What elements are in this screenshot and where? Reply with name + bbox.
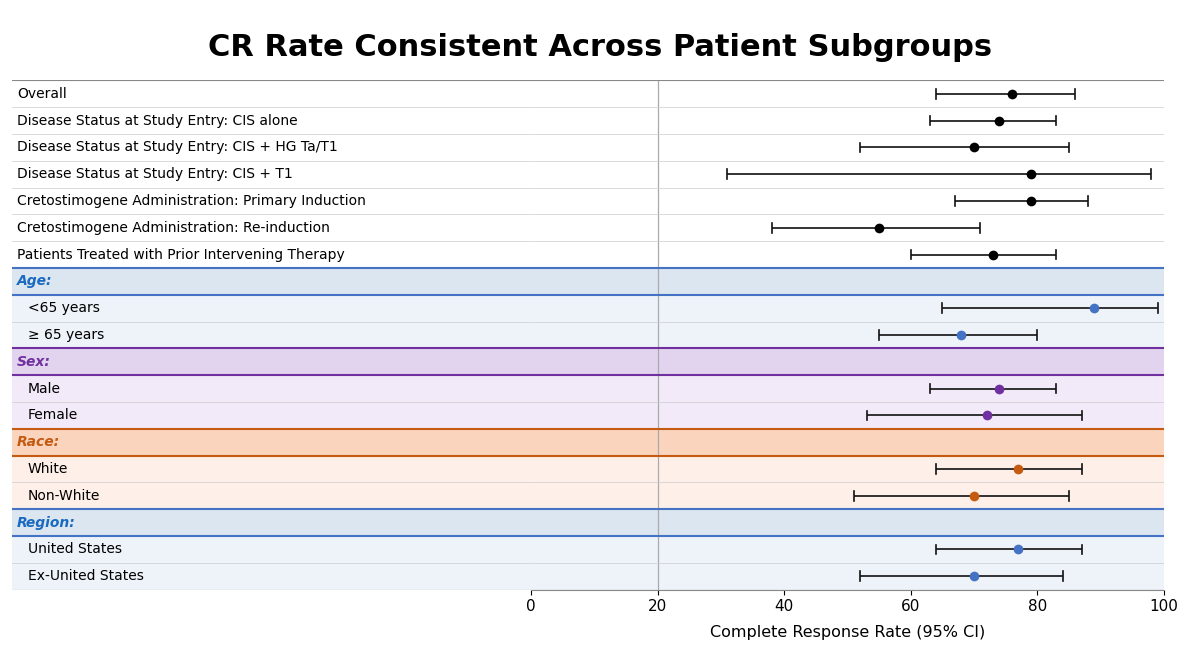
Bar (12, 375, 532, 402)
Bar (12, 214, 532, 241)
Bar (12, 348, 532, 375)
Text: Sex:: Sex: (17, 355, 52, 369)
Bar (532, 107, 1164, 134)
Bar (532, 375, 1164, 402)
Text: Male: Male (28, 382, 60, 395)
Text: Age:: Age: (17, 275, 53, 288)
Text: Race:: Race: (17, 436, 60, 449)
Text: United States: United States (28, 543, 121, 556)
Bar (12, 536, 532, 563)
Bar (532, 348, 1164, 375)
Text: <65 years: <65 years (28, 302, 100, 315)
Text: Patients Treated with Prior Intervening Therapy: Patients Treated with Prior Intervening … (17, 248, 344, 261)
Bar (532, 134, 1164, 161)
Bar (12, 80, 532, 107)
Text: Female: Female (28, 409, 78, 422)
Text: Ex-United States: Ex-United States (28, 570, 144, 583)
Bar (532, 429, 1164, 456)
X-axis label: Complete Response Rate (95% CI): Complete Response Rate (95% CI) (710, 625, 985, 641)
Bar (532, 456, 1164, 482)
Text: Non-White: Non-White (28, 489, 100, 502)
Bar (532, 161, 1164, 188)
Text: Disease Status at Study Entry: CIS + T1: Disease Status at Study Entry: CIS + T1 (17, 168, 293, 181)
Text: Cretostimogene Administration: Re-induction: Cretostimogene Administration: Re-induct… (17, 221, 330, 234)
Bar (532, 536, 1164, 563)
Text: Overall: Overall (17, 87, 67, 100)
Bar (532, 509, 1164, 536)
Bar (12, 188, 532, 214)
Bar (532, 322, 1164, 348)
Bar (12, 161, 532, 188)
Bar (532, 295, 1164, 322)
Bar (532, 563, 1164, 590)
Text: White: White (28, 462, 68, 476)
Bar (532, 188, 1164, 214)
Text: Disease Status at Study Entry: CIS + HG Ta/T1: Disease Status at Study Entry: CIS + HG … (17, 141, 338, 154)
Bar (12, 429, 532, 456)
Bar (12, 268, 532, 295)
Text: Disease Status at Study Entry: CIS alone: Disease Status at Study Entry: CIS alone (17, 114, 298, 127)
Bar (12, 295, 532, 322)
Text: ≥ 65 years: ≥ 65 years (28, 328, 104, 342)
Bar (12, 107, 532, 134)
Bar (532, 214, 1164, 241)
Text: CR Rate Consistent Across Patient Subgroups: CR Rate Consistent Across Patient Subgro… (208, 34, 992, 62)
Bar (532, 80, 1164, 107)
Bar (12, 563, 532, 590)
Bar (12, 241, 532, 268)
Bar (12, 509, 532, 536)
Bar (532, 241, 1164, 268)
Bar (12, 322, 532, 348)
Text: Cretostimogene Administration: Primary Induction: Cretostimogene Administration: Primary I… (17, 194, 366, 208)
Bar (12, 456, 532, 482)
Bar (12, 402, 532, 429)
Bar (12, 482, 532, 509)
Bar (532, 268, 1164, 295)
Text: Region:: Region: (17, 516, 76, 529)
Bar (12, 134, 532, 161)
Bar (532, 402, 1164, 429)
Bar (532, 482, 1164, 509)
